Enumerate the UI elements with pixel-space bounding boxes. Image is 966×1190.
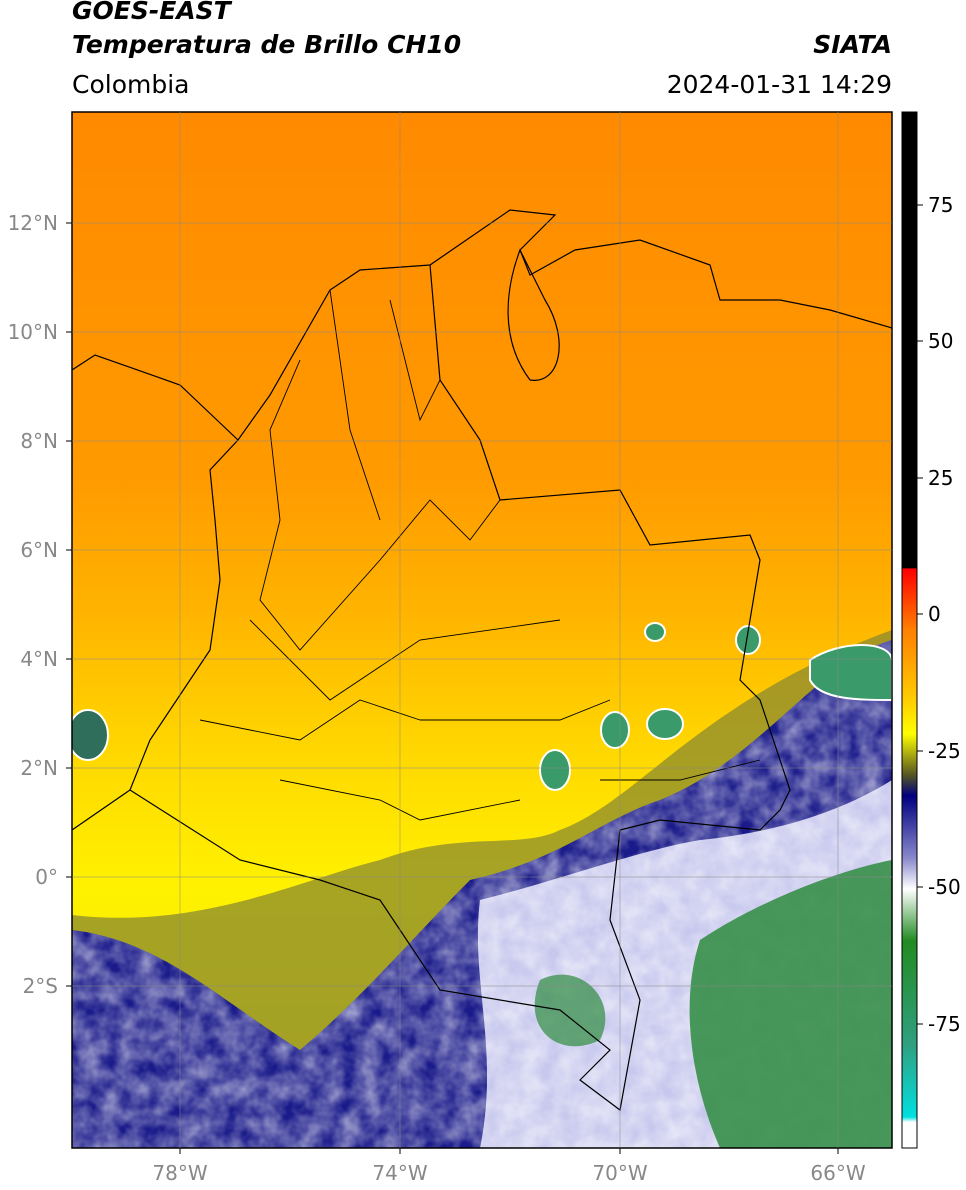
y-tick-label: 4°N bbox=[20, 647, 58, 671]
colorbar-tick-label: 50 bbox=[928, 329, 953, 353]
x-tick-label: 70°W bbox=[592, 1161, 647, 1185]
colorbar-tick-label: 0 bbox=[928, 602, 941, 626]
x-tick-label: 78°W bbox=[152, 1161, 207, 1185]
colorbar-tick-label: -50 bbox=[928, 875, 961, 899]
colorbar-tick-label: 25 bbox=[928, 466, 953, 490]
y-tick-label: 10°N bbox=[8, 320, 58, 344]
product-title: Temperatura de Brillo CH10 bbox=[72, 30, 462, 59]
timestamp: 2024-01-31 14:29 bbox=[666, 70, 892, 99]
map-frame bbox=[71, 111, 893, 1149]
satellite-image bbox=[72, 112, 892, 1148]
y-tick-label: 12°N bbox=[8, 211, 58, 235]
y-tick-label: 2°N bbox=[20, 756, 58, 780]
satellite-title: GOES-EAST bbox=[72, 0, 231, 25]
colorbar-tick-label: 75 bbox=[928, 193, 953, 217]
y-tick-label: 2°S bbox=[23, 974, 58, 998]
x-tick-label: 74°W bbox=[372, 1161, 427, 1185]
region-label: Colombia bbox=[72, 70, 190, 99]
y-tick-label: 6°N bbox=[20, 538, 58, 562]
y-tick-label: 8°N bbox=[20, 429, 58, 453]
y-tick-label: 0° bbox=[35, 865, 58, 889]
x-tick-label: 66°W bbox=[810, 1161, 865, 1185]
colorbar-tick-label: -25 bbox=[928, 739, 961, 763]
colorbar bbox=[901, 111, 918, 1149]
colorbar-tick-label: -75 bbox=[928, 1012, 961, 1036]
agency-label: SIATA bbox=[813, 30, 892, 59]
